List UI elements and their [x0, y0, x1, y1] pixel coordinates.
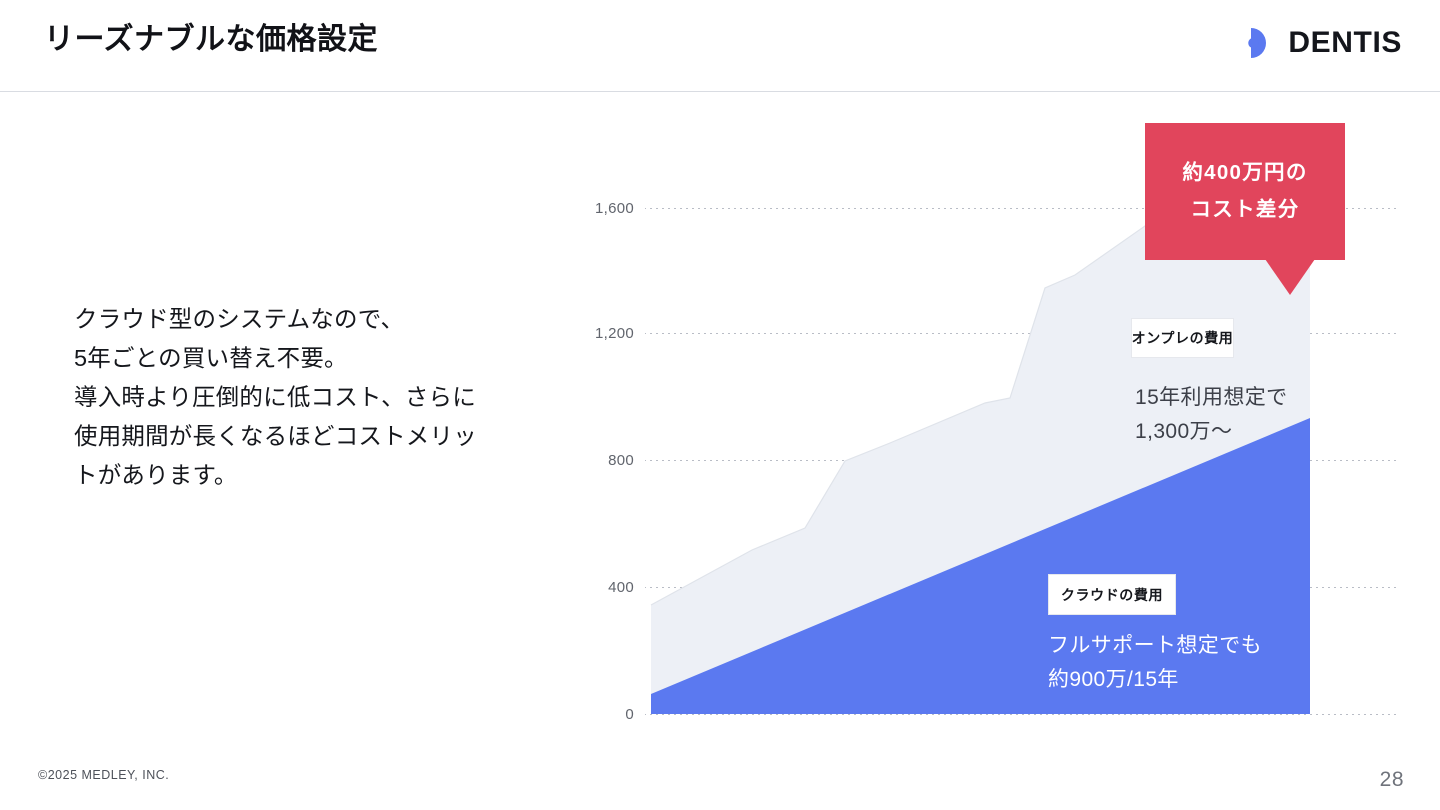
footer-copyright: ©2025 MEDLEY, INC. — [38, 768, 170, 782]
legend-badge-onprem: オンプレの費用 — [1131, 318, 1234, 358]
callout-line-2: コスト差分 — [1190, 198, 1300, 221]
cost-comparison-area-chart: 1,600 1,200 800 400 0 — [590, 120, 1400, 740]
cloud-cost-note-line-1: フルサポート想定でも — [1048, 634, 1262, 657]
legend-badge-cloud: クラウドの費用 — [1048, 574, 1176, 615]
cost-difference-callout: 約400万円の コスト差分 — [1145, 123, 1345, 295]
callout-pointer-icon — [1265, 259, 1315, 295]
description-line-2: 5年ごとの買い替え不要。 — [74, 345, 348, 371]
description-line-3: 導入時より圧倒的に低コスト、さらに — [74, 384, 476, 410]
y-axis-label-800: 800 — [608, 452, 634, 469]
header-divider — [0, 91, 1440, 92]
description-line-4: 使用期間が長くなるほどコストメリッ — [74, 423, 477, 449]
y-axis-label-0: 0 — [625, 706, 634, 723]
onprem-cost-note: 15年利用想定で 1,300万〜 — [1135, 381, 1288, 449]
cloud-cost-note: フルサポート想定でも 約900万/15年 — [1048, 629, 1262, 697]
callout-line-1: 約400万円の — [1182, 160, 1308, 184]
y-axis-label-1600: 1,600 — [594, 200, 634, 217]
callout-box: 約400万円の コスト差分 — [1145, 123, 1345, 260]
series-line-onprem — [650, 127, 1311, 606]
description-text: クラウド型のシステムなので、 5年ごとの買い替え不要。 導入時より圧倒的に低コス… — [74, 300, 544, 495]
dentis-crescent-mark-icon — [1241, 25, 1277, 61]
page-number: 28 — [1379, 768, 1404, 791]
page-title: リーズナブルな価格設定 — [44, 23, 378, 56]
chart-plot — [645, 127, 1400, 715]
y-axis-label-1200: 1,200 — [594, 325, 634, 342]
logo-wordmark: DENTIS — [1288, 26, 1402, 59]
description-line-1: クラウド型のシステムなので、 — [74, 306, 405, 332]
y-axis-label-400: 400 — [608, 579, 634, 596]
dentis-logo: DENTIS — [1241, 25, 1402, 61]
onprem-cost-note-line-2: 1,300万〜 — [1135, 420, 1233, 444]
onprem-cost-note-line-1: 15年利用想定で — [1135, 386, 1288, 409]
description-line-5: トがあります。 — [74, 462, 238, 488]
cloud-cost-note-line-2: 約900万/15年 — [1048, 668, 1179, 692]
series-area-cloud — [651, 418, 1310, 714]
